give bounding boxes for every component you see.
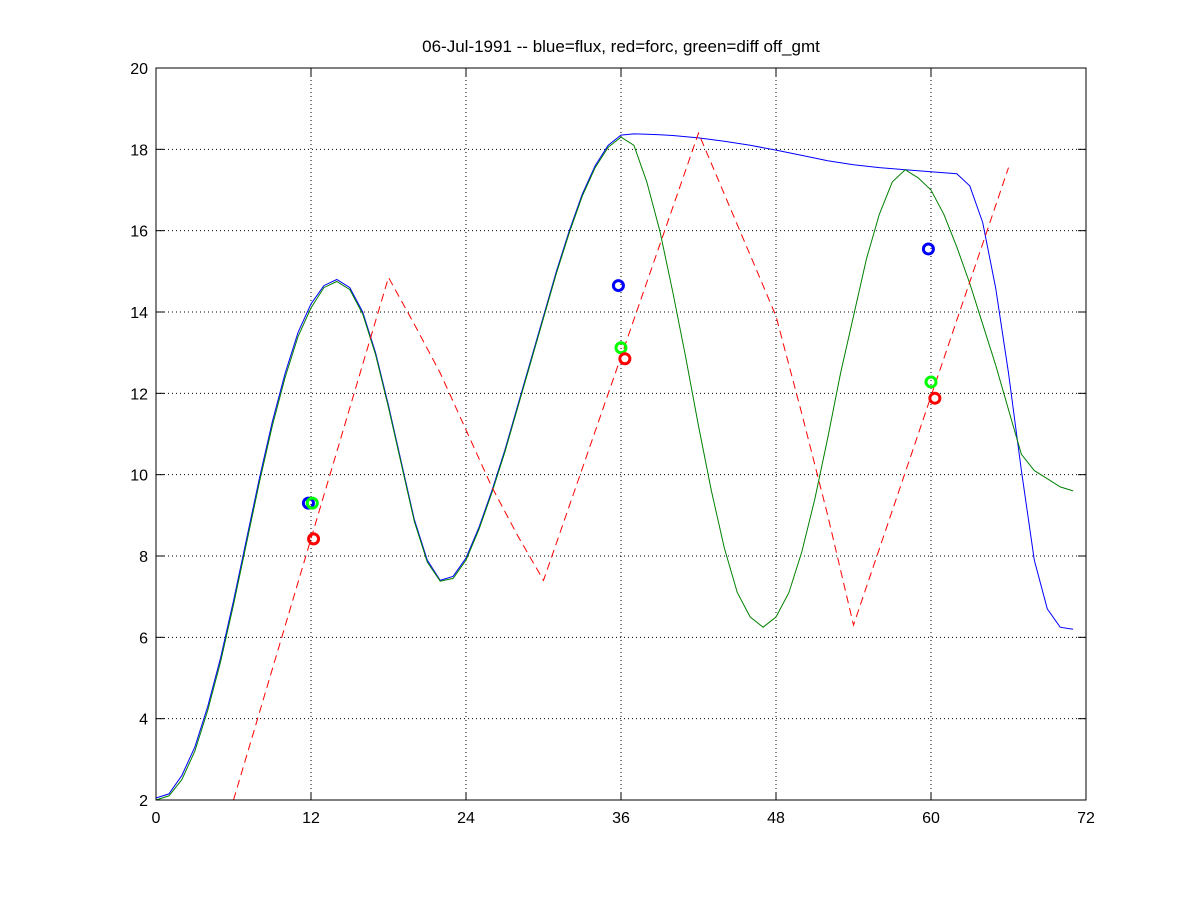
y-tick-label: 2 [139, 793, 148, 810]
chart-title: 06-Jul-1991 -- blue=flux, red=forc, gree… [422, 37, 820, 56]
y-tick-label: 14 [130, 305, 148, 322]
y-tick-label: 16 [130, 224, 148, 241]
marker-diff [924, 375, 938, 389]
x-tick-label: 72 [1077, 810, 1095, 827]
y-tick-label: 8 [139, 549, 148, 566]
x-tick-label: 60 [922, 810, 940, 827]
plot-area [156, 68, 1086, 800]
y-tick-label: 20 [130, 61, 148, 78]
grid [156, 68, 1086, 800]
marker-diff [614, 341, 628, 355]
y-tick-label: 6 [139, 630, 148, 647]
y-tick-label: 18 [130, 142, 148, 159]
y-tick-label: 10 [130, 468, 148, 485]
y-tick-label: 12 [130, 386, 148, 403]
x-tick-label: 0 [152, 810, 161, 827]
x-tick-label: 36 [612, 810, 630, 827]
marker-forc [307, 532, 321, 546]
marker-forc [928, 391, 942, 405]
x-tick-label: 48 [767, 810, 785, 827]
marker-flux [611, 279, 625, 293]
series-line-diff [155, 136, 1074, 801]
x-tick-label: 12 [302, 810, 320, 827]
y-tick-label: 4 [139, 712, 148, 729]
x-tick-label: 24 [457, 810, 475, 827]
series-line-flux [155, 133, 1074, 799]
marker-diff [305, 496, 319, 510]
marker-forc [618, 352, 632, 366]
marker-flux [921, 242, 935, 256]
marker-layer [301, 242, 942, 546]
